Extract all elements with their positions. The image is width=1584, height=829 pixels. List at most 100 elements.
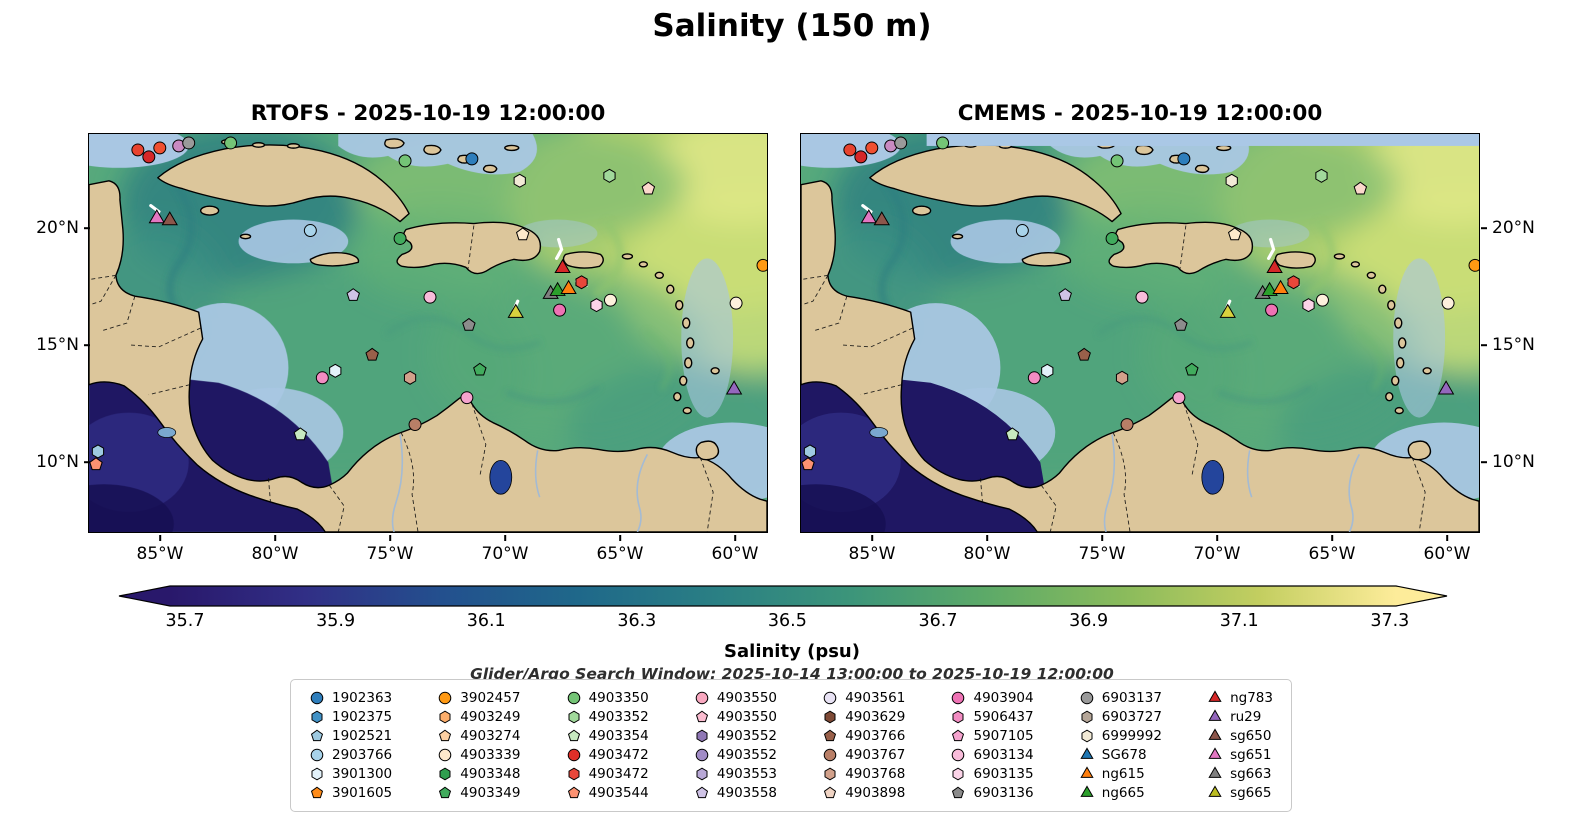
legend-item-label: ng783 — [1230, 690, 1273, 706]
pentagon-icon — [824, 786, 837, 799]
hexagon-icon — [696, 729, 708, 743]
panel-title-cmems: CMEMS - 2025-10-19 12:00:00 — [957, 101, 1323, 126]
legend-item-label: 4903553 — [716, 766, 778, 782]
lon-tick — [389, 535, 391, 541]
legend-item-4903898: 4903898 — [822, 784, 905, 802]
triangle-marker — [549, 281, 566, 296]
circle-marker — [854, 150, 868, 164]
legend-item-4903553: 4903553 — [694, 765, 777, 783]
legend-column: 4903561 4903629 4903766 4903767 4903768 49038… — [822, 689, 905, 802]
colorbar-tick-label: 36.9 — [1069, 611, 1109, 631]
triangle-marker — [860, 209, 878, 224]
lon-tick — [159, 535, 161, 541]
legend-item-4903550: 4903550 — [694, 689, 777, 707]
circle-icon — [823, 748, 837, 762]
legend-item-label: 4903561 — [845, 690, 906, 706]
legend-item-sg665: sg665 — [1207, 784, 1273, 802]
colorbar-tick-label: 35.7 — [165, 611, 205, 631]
legend-column: 4903904 5906437 5907105 6903134 6903135 69031… — [950, 689, 1034, 802]
legend-item-sg650: sg650 — [1207, 727, 1273, 745]
circle-marker — [408, 418, 422, 432]
triangle-icon — [1208, 690, 1222, 702]
legend-item-5907105: 5907105 — [950, 727, 1034, 745]
triangle-marker — [1437, 380, 1455, 395]
hexagon-icon — [311, 710, 323, 724]
circle-marker — [756, 258, 767, 272]
legend-item-4903249: 4903249 — [437, 708, 520, 726]
circle-marker — [1015, 224, 1029, 237]
legend-item-label: 4903348 — [460, 766, 521, 782]
legend-item-label: 6903137 — [1101, 690, 1162, 706]
pentagon-marker — [515, 227, 530, 241]
legend-item-label: 4903552 — [716, 728, 778, 744]
legend-item-label: 4903550 — [716, 690, 778, 706]
pentagon-marker — [641, 181, 656, 195]
colorbar-tick-label: 37.3 — [1370, 611, 1410, 631]
legend-item-6903134: 6903134 — [950, 746, 1034, 764]
hexagon-icon — [952, 767, 964, 781]
legend-item-2903766: 2903766 — [309, 746, 392, 764]
lon-tick — [871, 535, 873, 541]
lon-tick-label: 60°W — [1423, 544, 1471, 564]
pentagon-icon — [952, 786, 965, 799]
triangle-marker — [1272, 279, 1289, 294]
lon-tick-label: 85°W — [136, 544, 184, 564]
colorbar-tick-label: 35.9 — [316, 611, 356, 631]
legend-item-label: 6903135 — [973, 766, 1034, 782]
legend-item-label: 4903472 — [588, 766, 649, 782]
hexagon-icon — [439, 767, 451, 781]
legend-item-4903274: 4903274 — [437, 727, 520, 745]
colorbar-bar — [118, 585, 1448, 607]
lat-tick — [1481, 461, 1487, 463]
triangle-marker — [1266, 258, 1283, 274]
lon-tick-label: 60°W — [711, 544, 759, 564]
triangle-marker — [507, 303, 524, 318]
hexagon-marker — [603, 168, 616, 183]
pentagon-marker — [1174, 317, 1188, 331]
lat-tick-label: 20°N — [1492, 218, 1535, 238]
legend-item-label: 1902363 — [332, 690, 393, 706]
legend-item-label: 6903136 — [973, 785, 1034, 801]
lat-tick — [1481, 227, 1487, 229]
circle-marker — [1135, 290, 1149, 304]
legend-item-4903768: 4903768 — [822, 765, 905, 783]
circle-marker — [553, 303, 567, 317]
legend-item-1902521: 1902521 — [309, 727, 392, 745]
lat-tick-label: 10°N — [1492, 452, 1535, 472]
legend-item-label: 4903354 — [588, 728, 649, 744]
pentagon-marker — [365, 347, 379, 361]
legend-item-4903354: 4903354 — [566, 727, 649, 745]
circle-marker — [843, 143, 857, 157]
legend-column: 4903550 4903550 4903552 4903552 4903553 49035… — [694, 689, 777, 802]
triangle-marker — [554, 258, 571, 274]
legend-item-label: sg663 — [1230, 766, 1272, 782]
hexagon-marker — [575, 275, 588, 290]
colorbar-tick-label: 36.3 — [617, 611, 657, 631]
circle-marker — [224, 136, 238, 150]
figure-title: Salinity (150 m) — [652, 8, 932, 44]
hexagon-marker — [1115, 370, 1129, 385]
lat-tick-label: 10°N — [36, 452, 79, 472]
circle-icon — [310, 691, 324, 705]
hexagon-marker — [1315, 168, 1328, 183]
lat-tick — [1481, 344, 1487, 346]
legend-item-label: 5906437 — [973, 709, 1034, 725]
circle-marker — [460, 391, 474, 405]
hexagon-marker — [329, 363, 342, 378]
legend-item-label: 1902521 — [332, 728, 393, 744]
legend-item-4903348: 4903348 — [437, 765, 520, 783]
legend-item-4903629: 4903629 — [822, 708, 905, 726]
lat-axis-cmems: 20°N 15°N 10°N — [1481, 133, 1571, 533]
lat-tick — [84, 344, 90, 346]
lon-tick — [986, 535, 988, 541]
legend-item-label: 4903904 — [973, 690, 1034, 706]
pentagon-marker — [1058, 288, 1072, 301]
colorbar-label: Salinity (psu) — [724, 641, 860, 662]
legend-item-label: ru29 — [1230, 709, 1262, 725]
legend-item-4903350: 4903350 — [566, 689, 649, 707]
lat-tick — [84, 227, 90, 229]
pentagon-marker — [1077, 347, 1091, 361]
hexagon-marker — [513, 173, 526, 188]
lon-tick-label: 75°W — [1078, 544, 1126, 564]
legend-item-4903767: 4903767 — [822, 746, 905, 764]
